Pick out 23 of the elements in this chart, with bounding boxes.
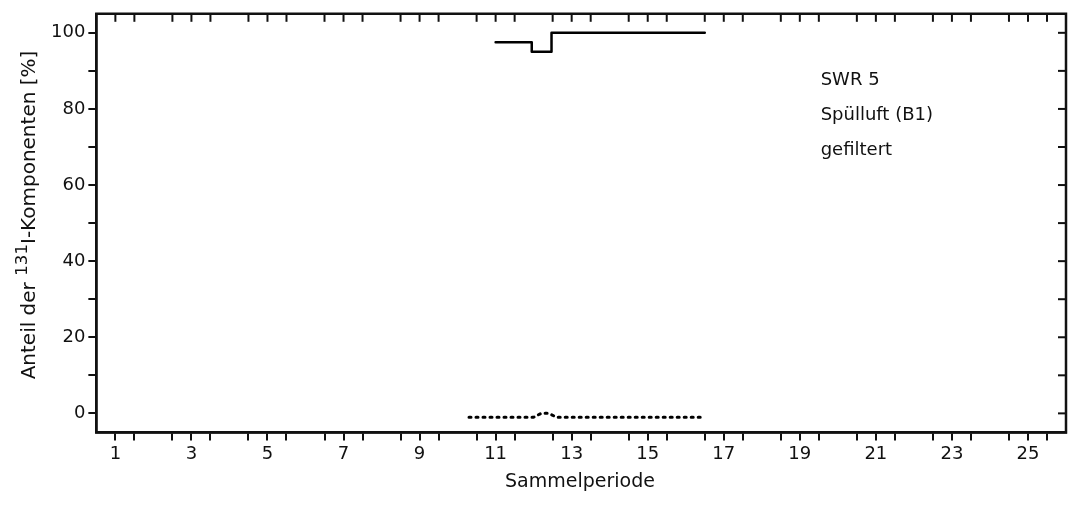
x-tick-label: 3 <box>185 441 198 463</box>
x-tick-label: 19 <box>788 441 812 463</box>
x-tick-label: 25 <box>1016 441 1040 463</box>
y-tick-label: 100 <box>51 20 86 42</box>
x-tick-label: 15 <box>636 441 660 463</box>
x-tick-label: 9 <box>413 441 426 463</box>
x-axis-title: Sammelperiode <box>505 469 655 491</box>
x-tick-label: 23 <box>940 441 964 463</box>
annotation: gefiltert <box>820 138 893 160</box>
y-tick-label: 20 <box>62 324 86 346</box>
x-tick-label: 13 <box>560 441 584 463</box>
annotation: SWR 5 <box>820 68 880 90</box>
y-tick-label: 40 <box>62 248 86 270</box>
x-tick-label: 7 <box>337 441 350 463</box>
x-tick-label: 11 <box>484 441 508 463</box>
x-tick-label: 5 <box>261 441 274 463</box>
x-tick-label: 21 <box>864 441 888 463</box>
y-tick-label: 0 <box>73 401 86 423</box>
x-tick-label: 17 <box>712 441 736 463</box>
annotation: Spülluft (B1) <box>820 103 934 125</box>
x-tick-label: 1 <box>109 441 122 463</box>
y-tick-label: 80 <box>62 96 86 118</box>
y-tick-label: 60 <box>62 172 86 194</box>
